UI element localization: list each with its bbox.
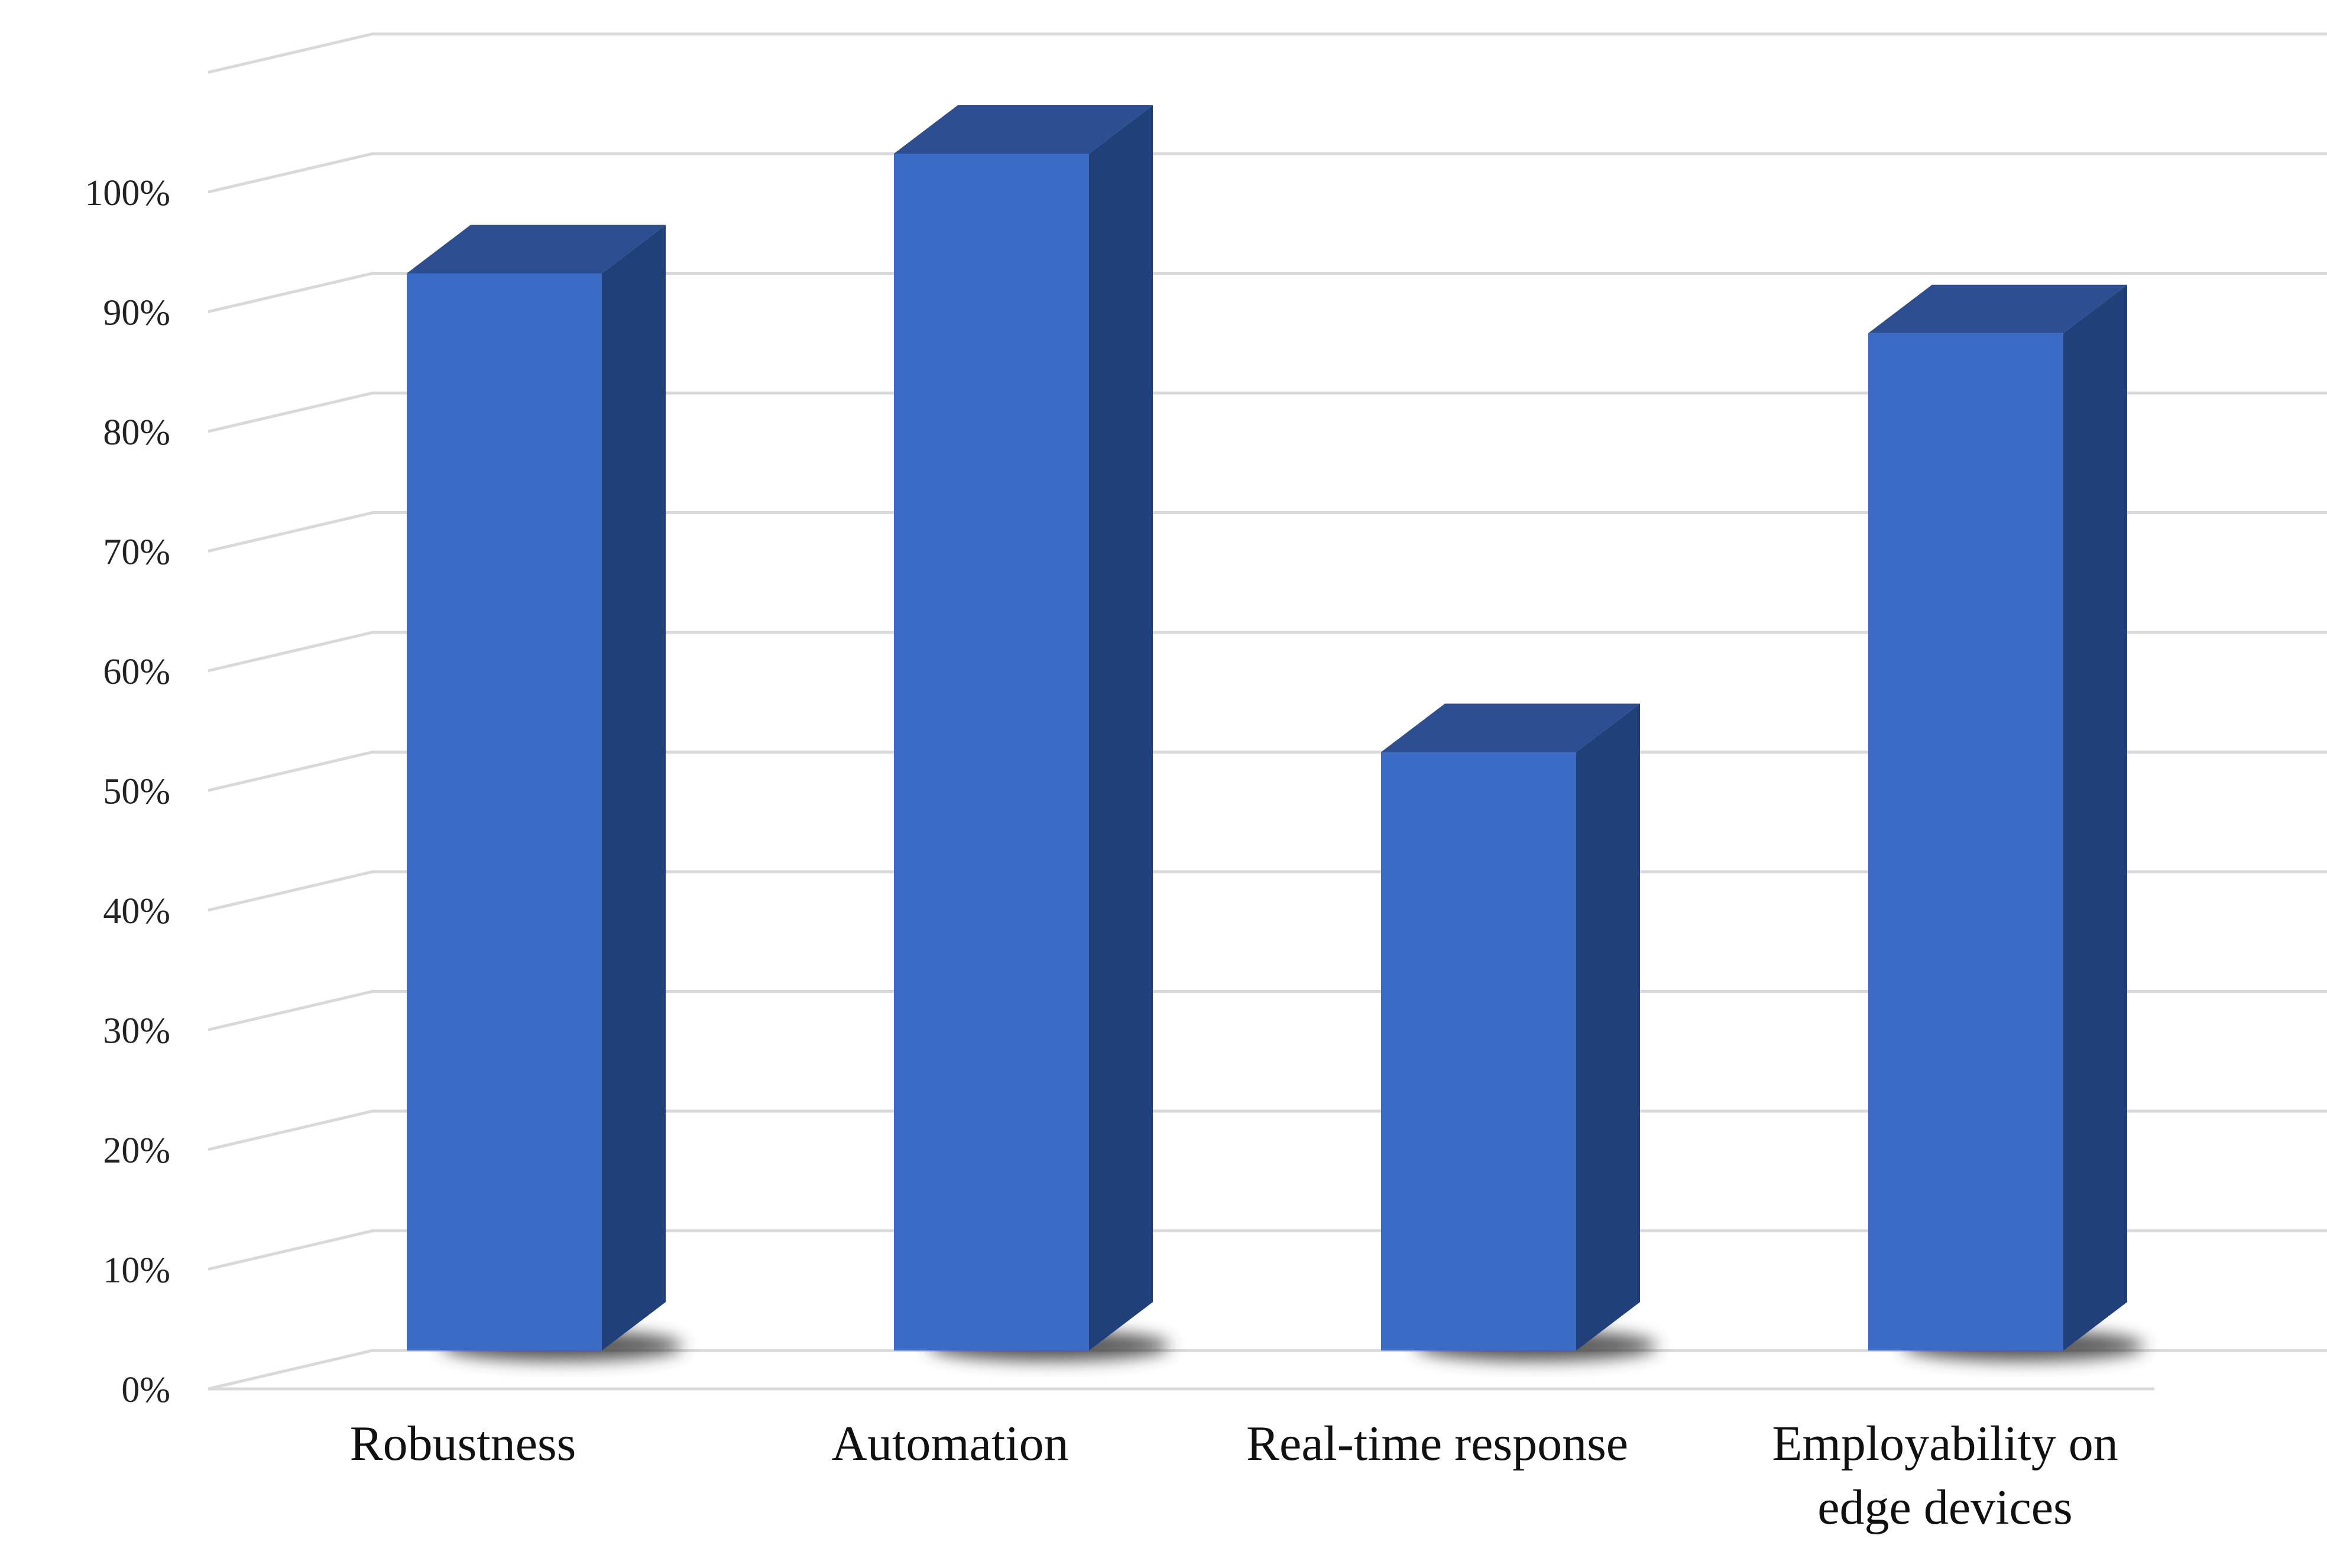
bar [1868,284,2144,1361]
x-axis: Robustness Automation Real-time response Em… [350,1416,2118,1535]
bar [1381,703,1657,1361]
y-tick-label: 30% [103,1011,170,1051]
bar-side [1576,703,1640,1351]
gridline [208,272,2327,313]
bar-side [602,225,666,1351]
gridline [208,152,2327,194]
gridlines [208,33,2327,1391]
y-tick-label: 60% [103,652,170,692]
y-tick-label: 40% [103,891,170,931]
y-tick-label: 20% [103,1131,170,1171]
gridline [208,870,2327,912]
bar-side [1089,105,1153,1351]
gridline [208,751,2327,792]
x-tick-label: Robustness [350,1416,576,1471]
y-axis: 0% 10% 20% 30% 40% 50% 60% 70% 80% 90% 100% [85,173,170,1410]
bar-front [1381,752,1576,1351]
y-tick-label: 10% [103,1251,170,1291]
bar-top [1381,703,1640,752]
bar-top [1868,284,2127,333]
gridline [208,1229,2327,1271]
y-tick-label: 50% [103,772,170,812]
x-tick-label: Real-time response [1246,1416,1628,1471]
bar-top [894,105,1153,154]
gridline [208,33,2327,74]
gridline [208,511,2327,553]
y-tick-label: 70% [103,533,170,573]
gridline [208,391,2327,433]
gridline [208,990,2327,1031]
gridline [208,631,2327,673]
bar-side [2063,284,2127,1351]
y-tick-label: 100% [85,173,170,213]
x-tick-label: Employability on edge devices [1772,1416,2118,1535]
y-tick-label: 80% [103,413,170,453]
floor-gridline [208,1349,2327,1391]
bars [407,105,2144,1361]
bar [894,105,1170,1361]
y-tick-label: 90% [103,293,170,333]
gridline [208,1109,2327,1151]
bar-front [1868,333,2063,1351]
y-tick-label: 0% [121,1370,170,1410]
bar [407,225,683,1361]
bar-top [407,225,666,274]
bar-front [407,273,602,1351]
x-tick-label: Automation [831,1416,1068,1471]
bar-front [894,154,1089,1351]
